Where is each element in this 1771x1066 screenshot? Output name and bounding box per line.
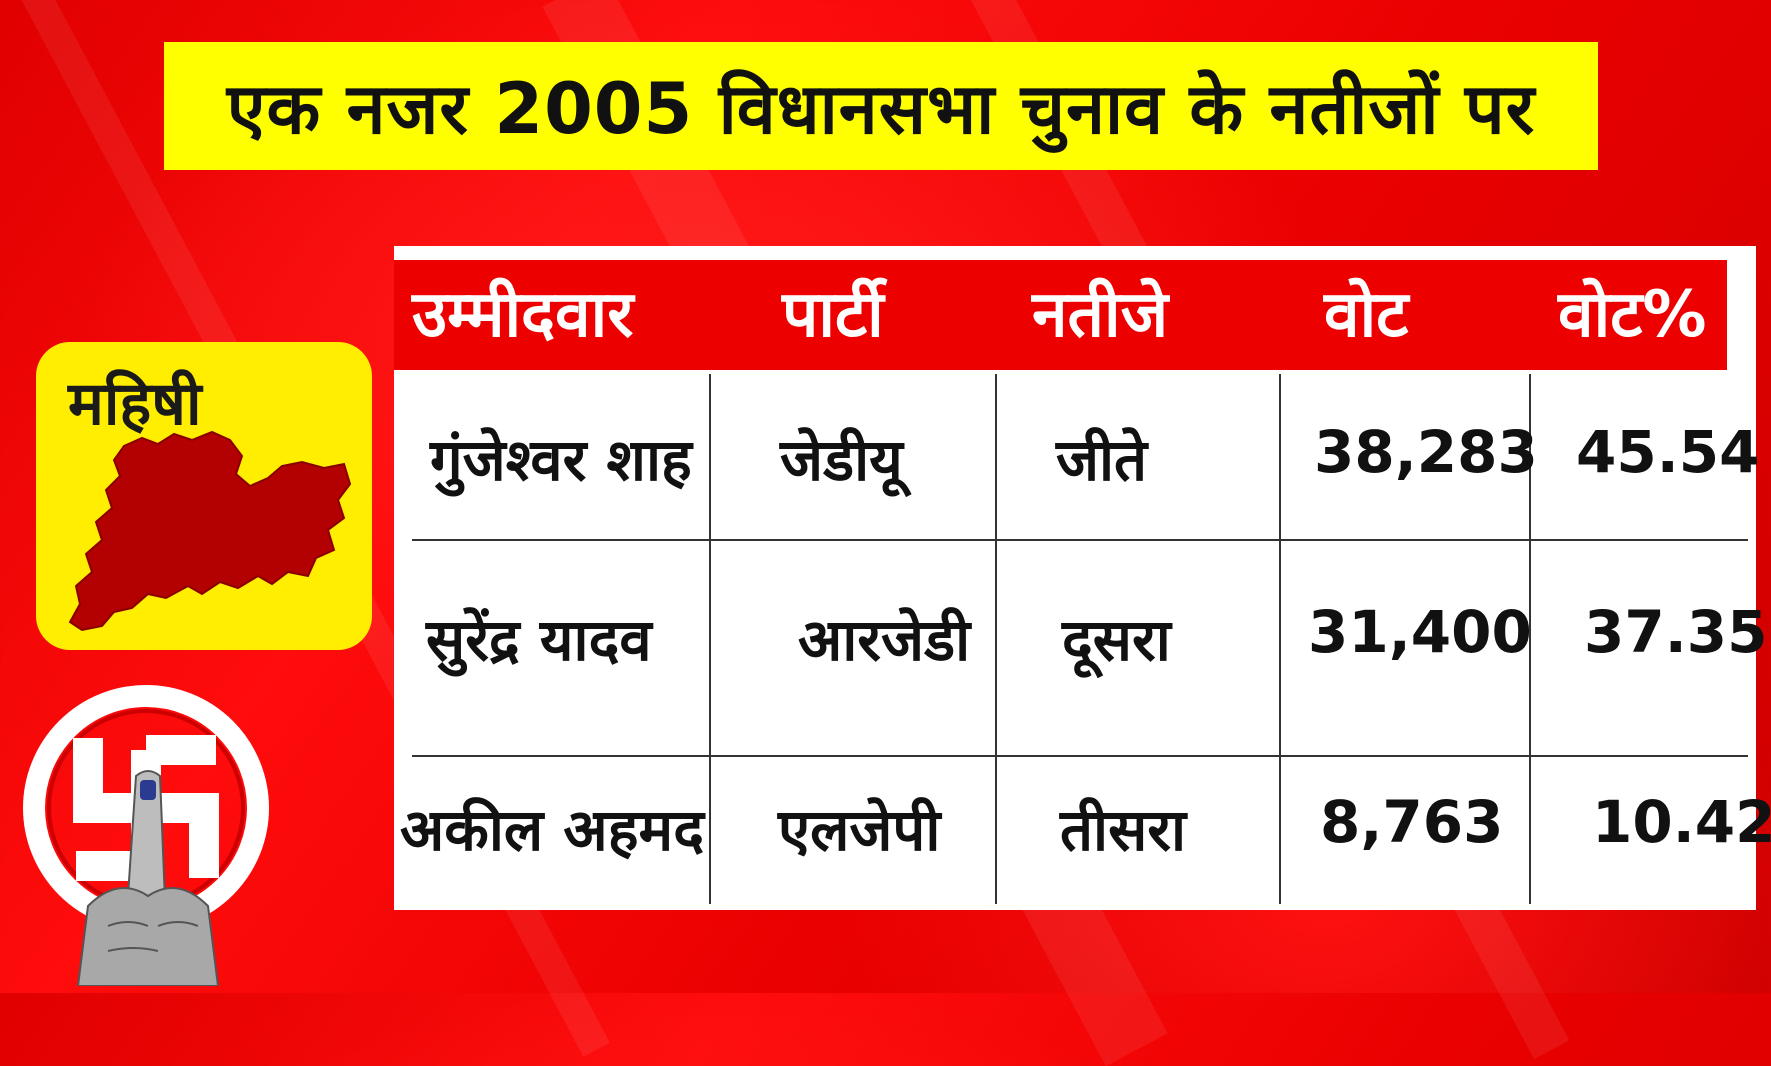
table-header: उम्मीदवार पार्टी नतीजे वोट वोट% xyxy=(394,260,1727,370)
candidate-name: सुरेंद्र यादव xyxy=(426,606,652,674)
party-name: आरजेडी xyxy=(798,606,971,674)
party-name: एलजेपी xyxy=(778,796,941,864)
header-result: नतीजे xyxy=(1032,278,1169,352)
swastik-voting-finger-icon xyxy=(23,685,269,986)
row-divider xyxy=(412,539,1748,541)
vote-count: 31,400 xyxy=(1308,598,1532,666)
title-banner: एक नजर 2005 विधानसभा चुनाव के नतीजों पर xyxy=(164,42,1598,170)
column-divider xyxy=(995,374,997,904)
header-votes: वोट xyxy=(1324,278,1409,352)
column-divider xyxy=(1279,374,1281,904)
vote-percent: 45.54 xyxy=(1576,418,1760,486)
row-divider xyxy=(412,755,1748,757)
column-divider xyxy=(1529,374,1531,904)
vote-percent: 10.42 xyxy=(1592,788,1771,856)
column-divider xyxy=(709,374,711,904)
header-party: पार्टी xyxy=(782,278,884,352)
result-status: दूसरा xyxy=(1062,606,1171,674)
constituency-card: महिषी xyxy=(36,342,372,650)
vote-percent: 37.35 xyxy=(1584,598,1768,666)
result-status: तीसरा xyxy=(1060,796,1187,864)
header-vote-percent: वोट% xyxy=(1558,278,1707,352)
candidate-name: गुंजेश्वर शाह xyxy=(430,426,692,494)
page-title: एक नजर 2005 विधानसभा चुनाव के नतीजों पर xyxy=(226,68,1536,150)
party-name: जेडीयू xyxy=(780,426,903,494)
vote-count: 38,283 xyxy=(1314,418,1538,486)
vote-count: 8,763 xyxy=(1320,788,1504,856)
header-candidate: उम्मीदवार xyxy=(412,278,634,352)
result-status: जीते xyxy=(1056,426,1148,494)
candidate-name: अकील अहमद xyxy=(400,796,704,864)
constituency-map-icon xyxy=(68,430,352,632)
constituency-name: महिषी xyxy=(68,369,202,439)
results-table: उम्मीदवार पार्टी नतीजे वोट वोट% गुंजेश्व… xyxy=(394,246,1771,910)
